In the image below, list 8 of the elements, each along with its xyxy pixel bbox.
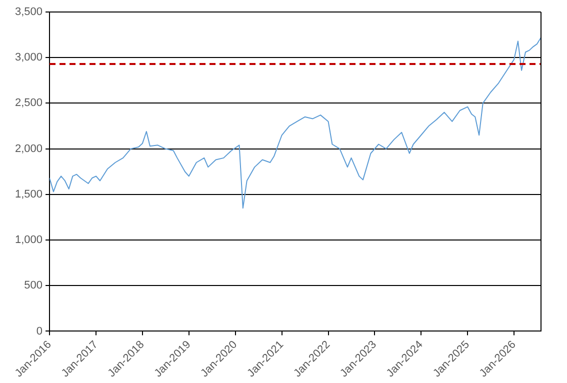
y-tick-label: 1,000 xyxy=(14,234,43,246)
y-tick-label: 1,500 xyxy=(14,188,43,200)
y-tick-label: 3,000 xyxy=(14,52,43,64)
y-tick-label: 500 xyxy=(24,280,43,292)
y-tick-label: 2,500 xyxy=(14,97,43,110)
y-tick-label: 0 xyxy=(36,325,43,338)
y-tick-label: 2,000 xyxy=(14,142,43,155)
y-tick-label: 3,500 xyxy=(14,6,43,18)
